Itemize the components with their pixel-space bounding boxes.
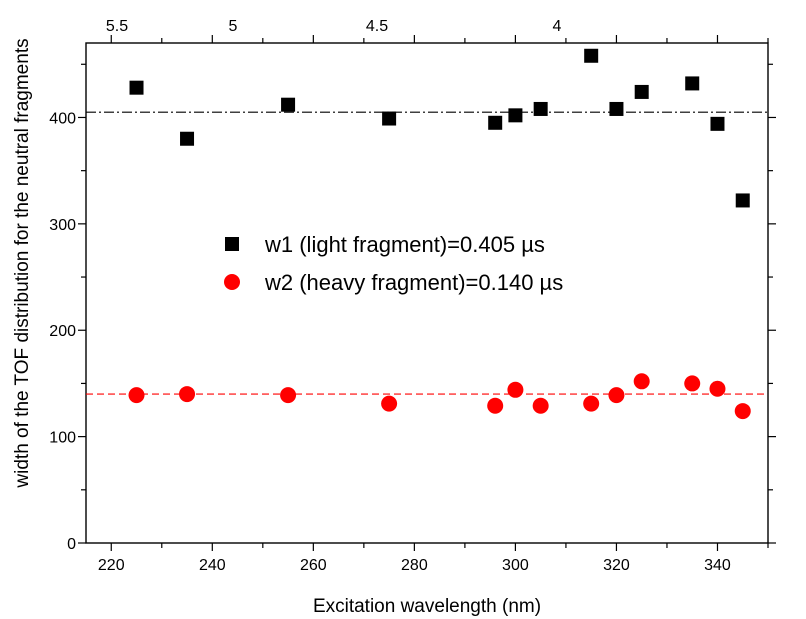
legend-label-w2: w2 (heavy fragment)=0.140 µs — [264, 270, 563, 295]
point-w2 — [532, 397, 549, 414]
y-tick-label: 400 — [49, 110, 76, 127]
x-tick-label: 300 — [502, 557, 529, 574]
point-w1 — [129, 80, 144, 95]
axis-ticks: 220 240 260 280 300 320 340 0 100 200 300 400 5.5 5 4.… — [49, 18, 776, 574]
point-w1 — [710, 116, 725, 131]
point-w2 — [128, 387, 145, 404]
plot-border — [85, 42, 769, 544]
legend-marker-w1 — [225, 237, 239, 251]
point-w2 — [684, 375, 701, 392]
y-tick-label: 100 — [49, 430, 76, 447]
x-tick-label: 260 — [300, 557, 327, 574]
x-tick-label: 240 — [199, 557, 226, 574]
point-w1 — [508, 108, 523, 123]
x-tick-label: 220 — [98, 557, 125, 574]
top-tick-label: 4 — [553, 18, 562, 35]
x-tick-label: 320 — [603, 557, 630, 574]
point-w2 — [583, 395, 600, 412]
y-tick-label: 300 — [49, 217, 76, 234]
point-w1 — [533, 101, 548, 116]
point-w1 — [382, 111, 397, 126]
x-axis-title: Excitation wavelength (nm) — [313, 596, 541, 617]
data-points — [128, 48, 751, 420]
legend-item-w1: w1 (light fragment)=0.405 µs — [225, 232, 545, 257]
y-tick-label: 200 — [49, 323, 76, 340]
point-w2 — [608, 387, 625, 404]
plot-frame — [85, 42, 769, 544]
point-w2 — [381, 395, 398, 412]
top-tick-label: 5.5 — [106, 18, 128, 35]
x-tick-label: 280 — [401, 557, 428, 574]
point-w2 — [280, 387, 297, 404]
point-w1 — [584, 48, 599, 63]
legend-marker-w2 — [224, 274, 240, 290]
point-w2 — [179, 386, 196, 403]
point-w2 — [633, 373, 650, 390]
top-tick-label: 4.5 — [366, 18, 388, 35]
legend-label-w1: w1 (light fragment)=0.405 µs — [264, 232, 545, 257]
mean-lines — [86, 111, 768, 395]
legend-item-w2: w2 (heavy fragment)=0.140 µs — [224, 270, 563, 295]
point-w1 — [634, 84, 649, 99]
point-w1 — [735, 193, 750, 208]
y-tick-label: 0 — [67, 536, 76, 553]
point-w2 — [507, 381, 524, 398]
point-w2 — [734, 403, 751, 420]
point-w1 — [180, 131, 195, 146]
point-w2 — [709, 380, 726, 397]
point-w1 — [281, 97, 296, 112]
point-w1 — [488, 115, 503, 130]
legend: w1 (light fragment)=0.405 µs w2 (heavy f… — [224, 232, 563, 295]
point-w2 — [487, 397, 504, 414]
y-axis-title: width of the TOF distribution for the ne… — [12, 38, 33, 488]
point-w1 — [685, 76, 700, 91]
top-tick-label: 5 — [229, 18, 238, 35]
x-tick-label: 340 — [704, 557, 731, 574]
point-w1 — [609, 101, 624, 116]
